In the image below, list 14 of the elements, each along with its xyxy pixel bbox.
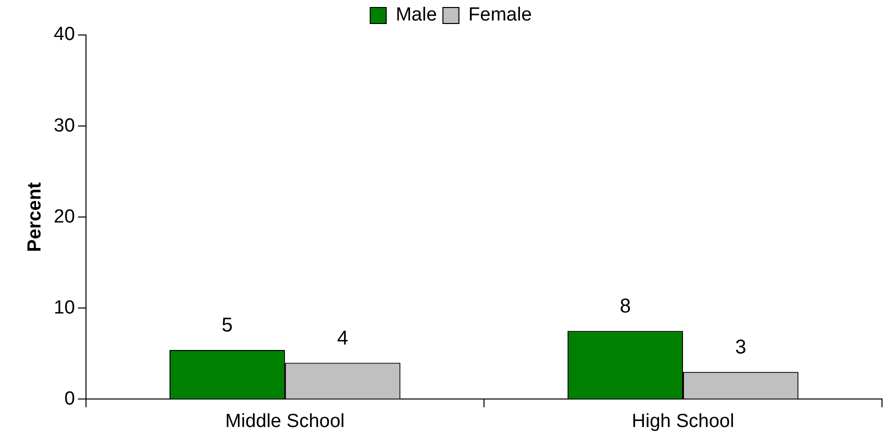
y-tick-label: 40 bbox=[54, 24, 75, 46]
y-tick-label: 0 bbox=[64, 388, 75, 410]
y-tick-label: 30 bbox=[54, 115, 75, 136]
y-tick-label: 20 bbox=[54, 206, 75, 228]
legend-label: Male bbox=[396, 4, 437, 26]
data-label: 5 bbox=[222, 314, 233, 337]
x-tick-label: Middle School bbox=[225, 410, 345, 432]
data-label: 8 bbox=[620, 295, 631, 318]
x-tick-label: High School bbox=[632, 410, 734, 432]
y-tick-label: 10 bbox=[54, 297, 75, 318]
legend-label: Female bbox=[468, 4, 532, 26]
data-label: 3 bbox=[735, 336, 746, 358]
data-label: 4 bbox=[337, 327, 348, 350]
y-axis-title: Percent bbox=[24, 182, 46, 252]
